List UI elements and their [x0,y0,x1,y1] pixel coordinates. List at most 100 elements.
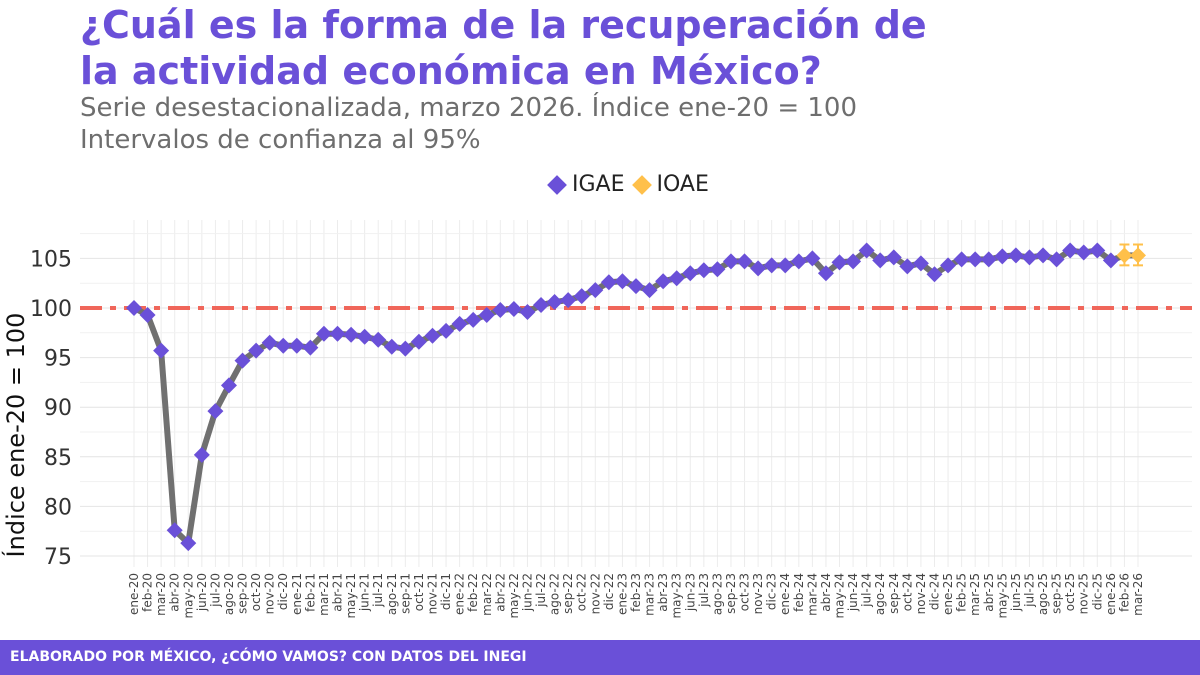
x-tick-label: abr-21 [331,573,345,612]
x-tick-label: feb-20 [141,573,155,612]
igae-point [288,337,305,354]
x-tick-label: may-20 [181,573,195,619]
x-tick-label: jun-24 [846,573,860,612]
igae-point [465,311,482,328]
x-tick-label: oct-21 [412,573,426,611]
igae-point [153,342,170,359]
igae-point [1062,242,1079,259]
igae-point [1102,252,1119,269]
igae-point [220,377,237,394]
igae-point [370,331,387,348]
chart-title: ¿Cuál es la forma de la recuperación de … [80,2,927,94]
x-tick-label: oct-23 [738,573,752,611]
x-tick-label: ago-20 [222,573,236,615]
series-points [126,242,1146,552]
grid [80,220,1192,567]
x-tick-label: jul-24 [860,573,874,608]
igae-point [777,257,794,274]
x-tick-label: dic-25 [1090,573,1104,610]
igae-point [343,326,360,343]
x-tick-label: mar-25 [968,573,982,616]
igae-point [126,300,142,316]
igae-point [940,257,957,274]
x-tick-label: feb-26 [1117,573,1131,612]
x-tick-label: ago-21 [385,573,399,615]
x-tick-label: nov-21 [425,573,439,614]
x-tick-label: jul-21 [371,573,385,608]
x-tick-label: ago-25 [1036,573,1050,615]
igae-point [614,273,631,290]
igae-point [1089,242,1106,259]
title-line-1: ¿Cuál es la forma de la recuperación de [80,3,927,47]
x-tick-label: dic-21 [439,573,453,610]
x-tick-label: mar-21 [317,573,331,616]
igae-point [912,255,929,272]
igae-point [668,270,685,287]
x-tick-label: sep-21 [398,573,412,614]
x-tick-label: oct-25 [1063,573,1077,611]
x-tick-label: nov-24 [914,573,928,614]
x-tick-label: feb-25 [955,573,969,612]
igae-point [207,403,224,420]
igae-point [587,282,604,299]
igae-point [1048,251,1065,268]
x-tick-label: ene-26 [1104,573,1118,615]
legend-igae-label: IGAE [572,172,625,197]
y-tick-label: 100 [30,297,72,322]
x-tick-label: dic-20 [276,573,290,610]
legend-igae-diamond-icon [547,174,567,195]
x-tick-label: ago-24 [873,573,887,615]
x-tick-label: ene-24 [778,573,792,615]
igae-point [722,253,739,270]
x-tick-label: ago-23 [710,573,724,615]
igae-point [546,294,563,311]
igae-point [560,292,577,309]
x-tick-label: feb-21 [303,573,317,612]
legend-ioae-label: IOAE [656,172,709,197]
x-tick-label: mar-22 [480,573,494,616]
x-tick-label: sep-20 [236,573,250,614]
igae-point [1021,249,1038,266]
y-tick-label: 90 [44,396,72,421]
x-tick-label: oct-20 [249,573,263,611]
igae-point [655,273,672,290]
x-tick-label: mar-24 [805,573,819,616]
igae-point [1007,247,1024,264]
chart-subtitle: Serie desestacionalizada, marzo 2026. Ín… [80,92,857,156]
x-tick-label: jun-25 [1009,573,1023,612]
x-tick-label: ago-22 [548,573,562,615]
igae-point [831,254,848,271]
x-tick-label: may-21 [344,573,358,619]
x-tick-label: abr-22 [493,573,507,612]
igae-point [899,258,916,275]
ioae-point [1130,247,1146,264]
x-tick-label: sep-25 [1050,573,1064,614]
x-tick-label: jul-25 [1022,573,1036,608]
igae-point [953,251,970,268]
igae-point [872,252,889,269]
x-tick-label: jul-22 [534,573,548,608]
igae-point [478,306,495,323]
x-tick-label: jun-20 [195,573,209,612]
igae-point [1075,244,1092,261]
x-tick-label: jun-23 [683,573,697,612]
x-tick-label: feb-22 [466,573,480,612]
igae-point [492,301,509,318]
igae-point [234,352,251,369]
x-tick-label: jun-21 [358,573,372,612]
igae-point [166,522,183,539]
y-tick-label: 105 [30,247,72,272]
igae-point [994,248,1011,265]
y-tick-label: 75 [44,545,72,570]
igae-point [926,266,943,283]
x-tick-label: ene-23 [615,573,629,615]
axes: 75 80 85 90 95 100 105 ene-20 feb-20 mar-20 abr-20… [30,247,1145,618]
igae-point [736,253,753,270]
x-tick-label: jun-22 [520,573,534,612]
x-tick-label: oct-24 [900,573,914,611]
igae-point [451,315,468,332]
igae-point [397,340,414,357]
legend-item-ioae: IOAE [631,172,709,197]
x-tick-label: ene-20 [127,573,141,615]
igae-point [438,322,455,339]
